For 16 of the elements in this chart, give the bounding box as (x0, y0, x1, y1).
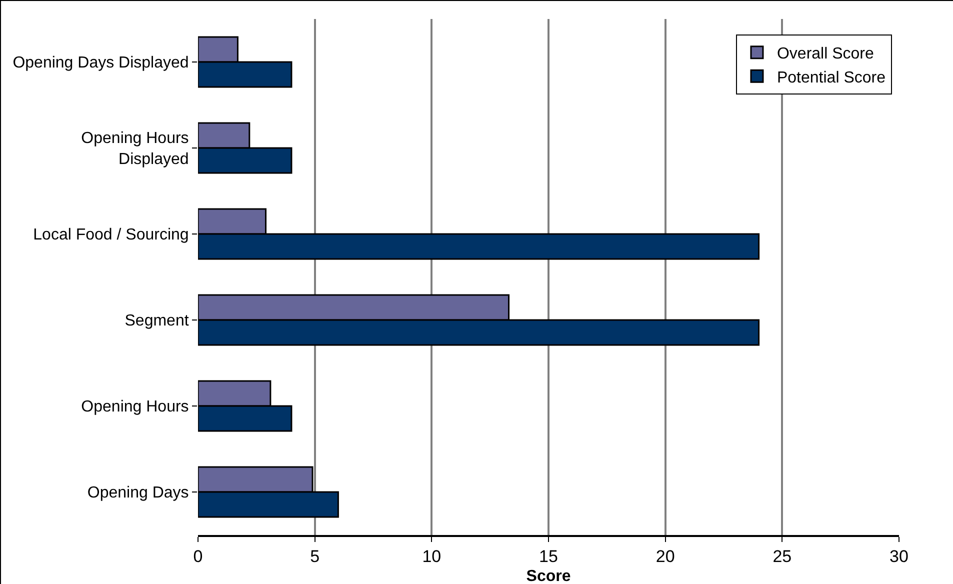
x-tick-label: 30 (890, 547, 908, 566)
y-tick-label: Opening Hours Displayed (81, 130, 189, 168)
y-tick-label: Opening Days Displayed (12, 54, 189, 72)
x-tick-label: 0 (193, 547, 203, 566)
y-tick-label: Opening Hours (81, 398, 189, 416)
y-tick-label: Opening Days (87, 484, 189, 502)
y-tick-label: Segment (124, 312, 190, 330)
legend-label: Overall Score (776, 46, 874, 63)
x-tick-label: 5 (310, 547, 320, 566)
x-tick-label: 10 (422, 547, 442, 566)
legend-label: Potential Score (776, 69, 886, 86)
x-tick-label: 25 (772, 547, 792, 566)
x-tick-label: 20 (656, 547, 675, 566)
x-axis-title: Score (526, 568, 571, 584)
y-tick-label: Local Food / Sourcing (33, 226, 189, 244)
x-tick-label: 15 (539, 547, 558, 566)
